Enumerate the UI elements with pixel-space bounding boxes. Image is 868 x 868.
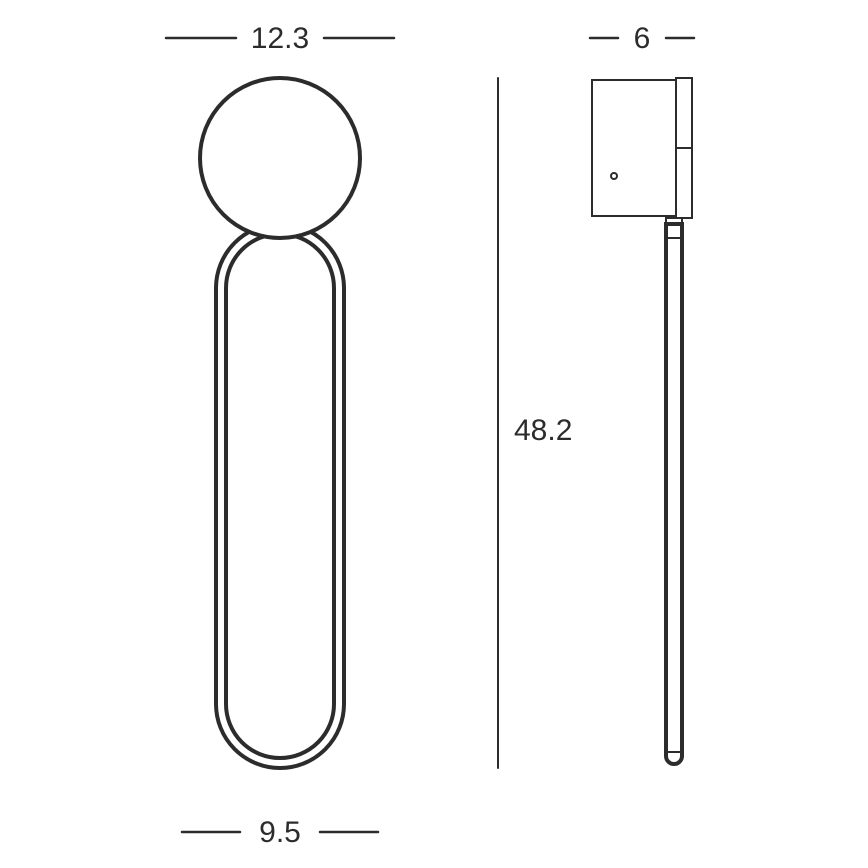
side-backplate bbox=[592, 80, 676, 216]
side-view bbox=[592, 78, 692, 764]
front-pill-outer bbox=[216, 224, 344, 768]
front-sphere bbox=[200, 78, 360, 238]
dim-top-width: 12.3 bbox=[251, 22, 309, 55]
dim-bottom-width: 9.5 bbox=[259, 816, 301, 849]
dim-depth: 6 bbox=[634, 22, 651, 55]
dim-height: 48.2 bbox=[514, 414, 572, 447]
front-view bbox=[200, 78, 360, 768]
technical-drawing: 12.3 6 9.5 48.2 bbox=[0, 0, 868, 868]
side-arm bbox=[666, 224, 682, 764]
